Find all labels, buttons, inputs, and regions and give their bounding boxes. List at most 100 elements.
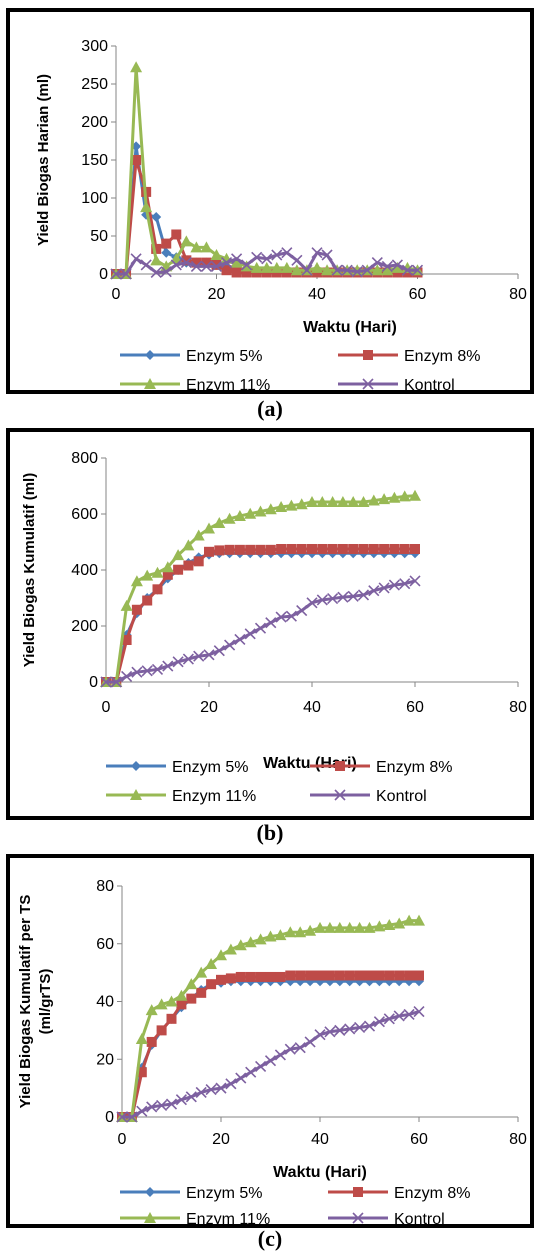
chart-c-series-kontrol-point xyxy=(304,1036,316,1048)
chart-c-series-enzym-11-point xyxy=(135,1033,148,1045)
chart-c-series-enzym-11-point xyxy=(155,998,168,1010)
chart-c-series-enzym-11-point xyxy=(393,917,406,929)
chart-c-series-enzym-5-point xyxy=(354,976,365,987)
chart-b-series-enzym-11-point xyxy=(130,575,143,587)
chart-b-series-enzym-8-point xyxy=(265,544,276,555)
chart-b-series-kontrol-point xyxy=(151,663,164,675)
chart-a-series-kontrol-point xyxy=(371,257,383,269)
chart-c-series-enzym-5-point xyxy=(364,976,375,987)
chart-b-series-kontrol-point xyxy=(172,656,184,668)
chart-a-series-enzym-11-point xyxy=(250,261,263,273)
chart-a-series-enzym-5-point xyxy=(151,212,162,222)
chart-c-y-axis-label: (ml/grTS) xyxy=(37,969,54,1035)
chart-a-legend-enzym-8-label: Enzym 8% xyxy=(404,348,480,365)
chart-c-series-enzym-11-point xyxy=(175,989,188,1001)
chart-b-series-enzym-8-point xyxy=(379,544,390,554)
chart-b-series-enzym-11-point xyxy=(316,495,329,507)
chart-c-series-enzym-8-point xyxy=(364,970,375,981)
chart-b-legend-enzym-8-label: Enzym 8% xyxy=(376,759,452,776)
chart-c-series-enzym-11-point xyxy=(343,921,356,933)
chart-c-x-tick-label: 20 xyxy=(212,1131,230,1148)
chart-a-series-kontrol-point xyxy=(150,266,162,279)
chart-a-x-tick-label: 20 xyxy=(208,286,226,303)
chart-c-legend-enzym-8-marker xyxy=(353,1187,363,1197)
chart-b-series-kontrol-point xyxy=(193,650,205,662)
chart-c-y-axis-label: Yield Biogas Kumulatif per TS xyxy=(17,895,34,1109)
chart-a-legend-enzym-8: Enzym 8% xyxy=(338,348,480,365)
chart-c-series-enzym-5-point xyxy=(344,976,355,987)
chart-b-series-kontrol xyxy=(100,575,421,688)
chart-c-series-kontrol-point xyxy=(185,1091,197,1103)
chart-a-x-tick-label: 40 xyxy=(308,286,326,303)
chart-b-legend-enzym-5: Enzym 5% xyxy=(106,759,248,776)
chart-c-series-enzym-11-point xyxy=(254,933,267,945)
chart-a-series-enzym-11-point xyxy=(381,264,394,276)
chart-a-series-kontrol-point xyxy=(180,257,192,269)
chart-b-series-enzym-8-line xyxy=(106,547,415,684)
chart-a-series-kontrol-point xyxy=(120,268,132,280)
chart-b-series-enzym-8-point xyxy=(286,544,297,554)
chart-b-series-kontrol-point xyxy=(357,589,370,601)
chart-c-series-enzym-8-point xyxy=(295,970,306,981)
chart-b-series-enzym-8-point xyxy=(162,569,173,580)
chart-c-series-kontrol-point xyxy=(393,1010,405,1022)
chart-c-series-enzym-8-point xyxy=(315,970,325,981)
chart-a-series-kontrol-point xyxy=(231,253,243,265)
chart-b-series-kontrol-point xyxy=(306,597,318,609)
chart-b-x-tick-label: 40 xyxy=(303,699,321,716)
chart-b-series-enzym-8-point xyxy=(296,544,307,554)
chart-a-x-axis-label: Waktu (Hari) xyxy=(303,319,397,336)
chart-b-legend-enzym-11-marker xyxy=(130,789,142,800)
chart-c-series-enzym-8-point xyxy=(255,971,266,982)
chart-c-legend-enzym-8-label: Enzym 8% xyxy=(394,1185,470,1202)
chart-c-legend-enzym-5-label: Enzym 5% xyxy=(186,1185,262,1202)
chart-c-series-enzym-5-point xyxy=(324,976,335,987)
chart-b-series-enzym-8-point xyxy=(358,544,369,554)
chart-b-series-kontrol-point xyxy=(254,622,267,634)
chart-c-series-enzym-11-point xyxy=(195,966,208,978)
chart-c-series-enzym-8-point xyxy=(176,999,187,1010)
chart-b-series-enzym-11-point xyxy=(213,516,226,528)
chart-a-series-enzym-11-point xyxy=(190,241,203,253)
chart-c-series-enzym-8-point xyxy=(235,971,246,982)
chart-a-series-kontrol-point xyxy=(160,266,172,278)
chart-c-series-enzym-5-point xyxy=(305,976,316,987)
chart-c-series-enzym-8-point xyxy=(404,970,415,981)
chart-a-y-axis-label: Yield Biogas Harian (ml) xyxy=(35,74,52,246)
chart-b-series-kontrol-point xyxy=(182,653,194,665)
chart-c-legend-kontrol-marker xyxy=(352,1212,364,1224)
chart-b-y-tick-label: 600 xyxy=(71,506,98,523)
chart-a-series-enzym-11-point xyxy=(290,264,303,276)
chart-c-series-enzym-8-point xyxy=(216,974,226,985)
chart-b-svg: 0 200 400 600 800 0 20 40 60 80 Waktu (Hari) Yield … xyxy=(21,450,527,805)
chart-a-series-kontrol-point xyxy=(331,264,343,276)
chart-c-series-kontrol-point xyxy=(156,1099,168,1112)
chart-c-series-enzym-8-point xyxy=(394,970,405,981)
chart-c-series-enzym-8-point xyxy=(414,970,424,981)
chart-a-series-enzym-11-point xyxy=(391,261,404,273)
chart-c-series-kontrol-point xyxy=(245,1066,257,1078)
chart-a-y-tick-label: 0 xyxy=(99,266,108,283)
chart-b-legend-enzym-5-label: Enzym 5% xyxy=(172,759,248,776)
chart-c-series-kontrol-point xyxy=(294,1042,306,1054)
chart-b-series-enzym-8-point xyxy=(204,546,214,557)
chart-b-y-axis-label: Yield Biogas Kumulatif (ml) xyxy=(21,473,38,667)
chart-a-series-kontrol-point xyxy=(220,257,233,269)
chart-a-series-enzym-8-point xyxy=(131,155,142,165)
chart-a-series-kontrol-point xyxy=(381,260,393,272)
chart-c-legend-enzym-11: Enzym 11% xyxy=(120,1211,270,1224)
chart-a-legend-enzym-8-marker xyxy=(363,350,373,360)
chart-c-series-kontrol-point xyxy=(344,1023,356,1035)
chart-b-series-enzym-11-point xyxy=(357,495,370,507)
chart-a-y-tick-label: 150 xyxy=(81,152,108,169)
chart-c-series-enzym-11-point xyxy=(234,939,247,951)
chart-c-series-enzym-5-point xyxy=(374,976,385,987)
chart-b-series-kontrol-point xyxy=(244,628,256,640)
chart-c-series-enzym-5-point xyxy=(315,976,325,987)
chart-c-series-enzym-5-point xyxy=(295,976,306,987)
chart-c-series-enzym-11-point xyxy=(323,921,336,933)
chart-b-x-tick-label: 0 xyxy=(102,699,111,716)
chart-b-x-tick-label: 80 xyxy=(509,699,527,716)
chart-c-series-enzym-5 xyxy=(117,976,424,1122)
chart-a-series-enzym-11-point xyxy=(140,201,153,213)
